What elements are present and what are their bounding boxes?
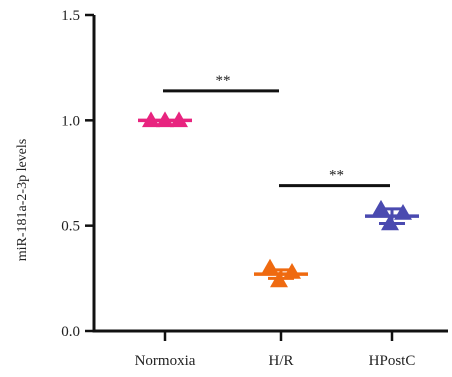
y-tick-label: 1.5	[61, 8, 80, 24]
group-hpostc	[365, 199, 419, 231]
x-tick-label: Normoxia	[135, 353, 196, 369]
x-ticks: Normoxia H/R HPostC	[135, 331, 416, 369]
significance-label: **	[329, 168, 344, 184]
y-tick-label: 0.5	[61, 219, 80, 235]
group-normoxia	[138, 111, 192, 128]
group-h-r	[254, 258, 308, 288]
y-tick-label: 1.0	[61, 113, 80, 129]
y-tick-label: 0.0	[61, 324, 80, 340]
x-tick-label: HPostC	[369, 353, 416, 369]
significance-label: **	[216, 73, 231, 89]
data-point	[261, 258, 279, 275]
axes	[92, 15, 448, 333]
x-tick-label: H/R	[268, 353, 293, 369]
y-ticks: 0.0 0.5 1.0 1.5	[61, 8, 94, 340]
data-groups	[138, 111, 419, 288]
significance-annotations: ** **	[163, 73, 390, 188]
y-axis-title: miR-181a-2-3p levels	[15, 139, 30, 261]
